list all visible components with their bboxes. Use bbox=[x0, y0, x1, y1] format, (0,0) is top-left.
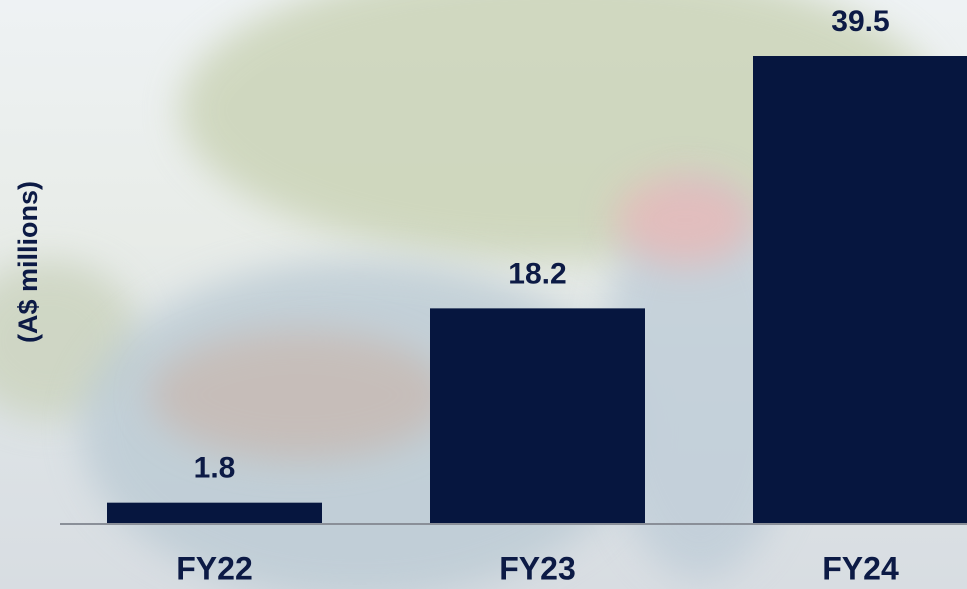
x-tick-label: FY24 bbox=[822, 550, 899, 586]
bar bbox=[753, 56, 967, 524]
bar bbox=[430, 308, 645, 524]
value-label: 39.5 bbox=[831, 5, 889, 38]
chart: (A$ millions) 1.8 FY22 18.2 FY23 39.5 FY24 bbox=[0, 0, 967, 589]
value-label: 18.2 bbox=[508, 257, 566, 290]
x-tick-label: FY22 bbox=[176, 550, 252, 586]
x-tick-label: FY23 bbox=[499, 550, 575, 586]
y-axis-label: (A$ millions) bbox=[13, 181, 43, 343]
bar bbox=[107, 503, 322, 524]
value-label: 1.8 bbox=[194, 452, 236, 485]
page: (A$ millions) 1.8FY2218.2FY2339.5FY24 ((… bbox=[0, 0, 967, 589]
